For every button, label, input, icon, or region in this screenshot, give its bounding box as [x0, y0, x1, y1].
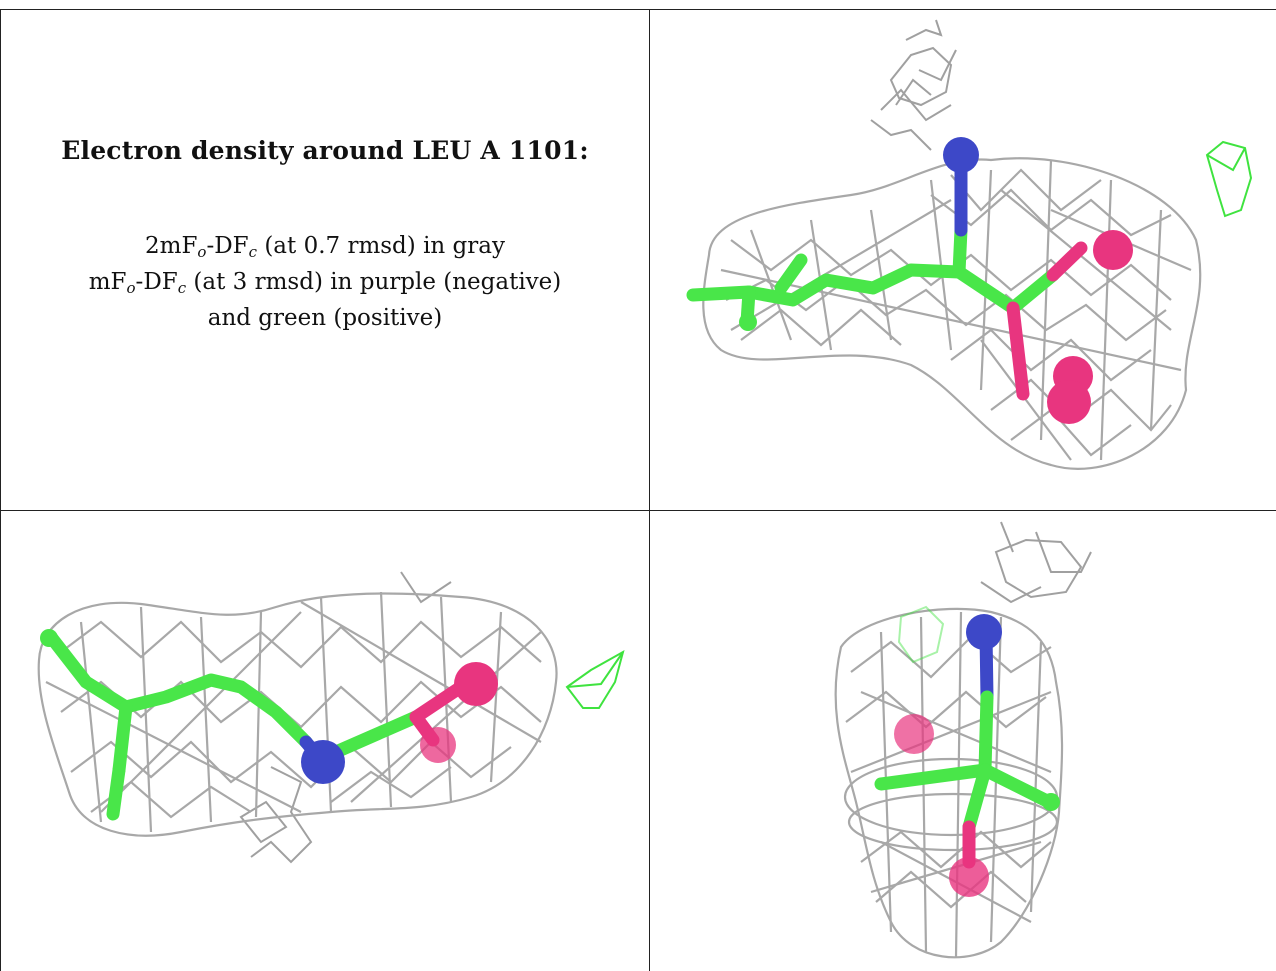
neighbor-fragment-mesh	[870, 19, 957, 151]
carbon-atom	[739, 313, 757, 331]
leucine-model-view-2	[40, 629, 498, 821]
density-view-1	[651, 10, 1276, 510]
molecule-view-2	[37, 571, 625, 864]
table-border-left	[0, 9, 1, 971]
positive-difference-blob-edge	[1206, 147, 1246, 172]
positive-difference-blob	[1205, 140, 1253, 218]
oxygen-atom	[1093, 230, 1133, 270]
oxygen-atom	[894, 714, 934, 754]
caption-text: Electron density around LEU A 1101: 2mFo…	[1, 136, 649, 336]
molecule-view-3	[834, 521, 1092, 959]
density-legend: 2mFo-DFc (at 0.7 rmsd) in gray mFo-DFc (…	[1, 228, 649, 336]
legend-line-fofc: mFo-DFc (at 3 rmsd) in purple (negative)	[88, 269, 562, 297]
carbon-atom	[1042, 793, 1060, 811]
table-divider-vertical	[649, 9, 650, 971]
nitrogen-atom	[966, 614, 1002, 650]
positive-difference-blob-edge	[566, 651, 624, 688]
caption-panel: Electron density around LEU A 1101: 2mFo…	[1, 10, 649, 510]
molecule-view-1	[686, 19, 1253, 470]
2fofc-mesh-view-3	[834, 607, 1064, 959]
neighbor-fragment-mesh	[980, 521, 1092, 604]
nitrogen-atom	[301, 740, 345, 784]
density-view-2	[1, 512, 649, 971]
neighbor-fragment-mesh	[239, 571, 452, 864]
oxygen-atom	[949, 857, 989, 897]
positive-difference-blob-faint	[897, 605, 945, 664]
table-divider-horizontal	[0, 510, 1276, 511]
2fofc-mesh-view-1	[702, 157, 1202, 470]
carbon-atom	[40, 629, 58, 647]
oxygen-atom	[1047, 380, 1091, 424]
nitrogen-atom	[943, 137, 979, 173]
legend-line-sign: and green (positive)	[207, 305, 443, 331]
figure-title: Electron density around LEU A 1101:	[61, 136, 589, 165]
positive-difference-blob	[565, 649, 625, 709]
legend-line-2fofc: 2mFo-DFc (at 0.7 rmsd) in gray	[145, 233, 505, 261]
leucine-model-view-1	[686, 137, 1133, 424]
density-view-3	[651, 512, 1276, 971]
oxygen-atom	[420, 727, 456, 763]
oxygen-atom	[454, 662, 498, 706]
leucine-model-view-3	[874, 614, 1060, 897]
table-border-top	[0, 9, 1276, 10]
